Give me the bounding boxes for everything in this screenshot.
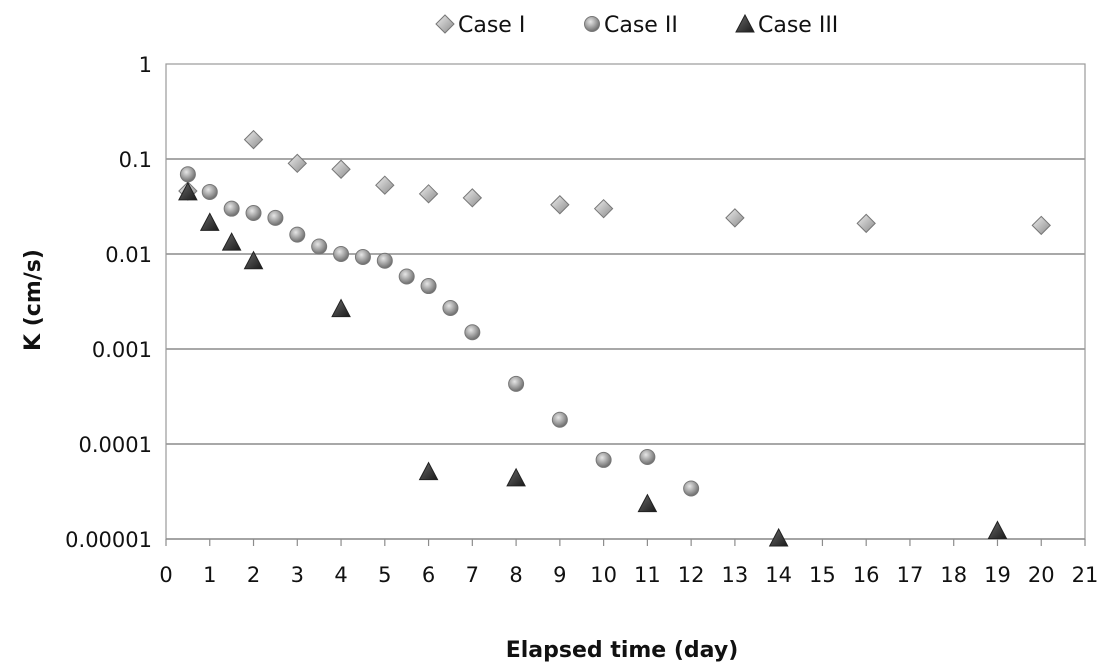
legend-item-case-i: Case I <box>435 13 525 38</box>
x-tick-label: 9 <box>553 563 566 587</box>
legend-item-case-ii: Case II <box>584 13 678 38</box>
legend-marker-case-ii <box>584 16 600 32</box>
point-case-i <box>331 159 351 179</box>
point-case-i <box>375 175 395 195</box>
x-tick-label: 13 <box>722 563 749 587</box>
point-case-ii <box>595 451 612 468</box>
x-tick-label: 19 <box>984 563 1011 587</box>
point-case-ii <box>245 205 262 222</box>
x-tick-label: 6 <box>422 563 435 587</box>
point-case-iii <box>637 493 658 513</box>
point-case-ii <box>551 411 568 428</box>
y-axis-title: K (cm/s) <box>21 249 46 351</box>
x-tick-label: 21 <box>1072 563 1099 587</box>
point-case-ii <box>508 375 525 392</box>
point-case-ii <box>267 209 284 226</box>
x-tick-label: 5 <box>378 563 391 587</box>
x-tick-label: 20 <box>1028 563 1055 587</box>
x-tick-label: 12 <box>678 563 705 587</box>
point-case-iii <box>178 181 198 201</box>
y-tick-label: 1 <box>139 53 152 77</box>
point-case-i <box>856 213 876 234</box>
legend-label-case-ii: Case II <box>604 13 678 38</box>
point-case-i <box>462 188 483 208</box>
x-tick-label: 3 <box>291 563 304 587</box>
point-case-i <box>550 195 570 215</box>
point-case-iii <box>418 461 439 481</box>
point-case-ii <box>464 324 481 341</box>
point-case-i <box>418 184 439 204</box>
x-tick-label: 0 <box>159 563 172 587</box>
series-case-iii <box>178 181 1008 547</box>
point-case-iii <box>243 250 264 270</box>
legend-item-case-iii: Case III <box>735 13 838 38</box>
x-tick-label: 2 <box>247 563 260 587</box>
point-case-i <box>1031 215 1051 236</box>
x-tick-label: 7 <box>466 563 479 587</box>
x-tick-labels: 0 1 2 3 4 5 6 7 8 9 10 11 12 13 14 15 16 17 18 19 20 21 <box>159 563 1098 587</box>
legend: Case I Case II Case III <box>435 13 838 38</box>
x-tick-label: 10 <box>590 563 617 587</box>
point-case-ii <box>333 246 350 262</box>
legend-label-case-i: Case I <box>458 13 525 38</box>
point-case-ii <box>311 238 328 255</box>
y-tick-labels: 1 0.1 0.01 0.001 0.0001 0.00001 <box>65 53 152 552</box>
point-case-ii <box>398 268 415 285</box>
x-tick-label: 11 <box>634 563 661 587</box>
point-case-ii <box>289 226 306 243</box>
legend-marker-case-iii <box>735 13 755 33</box>
y-tick-label: 0.00001 <box>65 528 152 552</box>
point-case-ii <box>201 183 218 200</box>
plot-area <box>165 63 1086 540</box>
y-tick-label: 0.001 <box>92 338 152 362</box>
x-tick-label: 16 <box>853 563 880 587</box>
point-case-iii <box>987 520 1008 539</box>
point-case-i <box>593 198 614 219</box>
x-axis-title: Elapsed time (day) <box>506 638 739 663</box>
point-case-iii <box>768 527 789 547</box>
point-case-iii <box>506 467 526 487</box>
point-case-iii <box>331 298 351 318</box>
data-points <box>178 129 1051 547</box>
point-case-ii <box>683 480 700 497</box>
x-tick-label: 8 <box>509 563 522 587</box>
point-case-ii <box>376 252 393 269</box>
series-case-i <box>178 129 1051 236</box>
point-case-ii <box>354 248 371 265</box>
point-case-i <box>725 208 745 228</box>
gridlines <box>166 158 1085 445</box>
y-tick-label: 0.01 <box>105 243 152 267</box>
point-case-ii <box>442 300 459 317</box>
x-tick-label: 14 <box>765 563 792 587</box>
axes <box>165 63 1086 546</box>
point-case-ii <box>223 200 240 217</box>
point-case-i <box>287 153 307 174</box>
point-case-ii <box>639 448 656 465</box>
point-case-ii <box>179 166 196 183</box>
point-case-iii <box>199 212 220 231</box>
legend-marker-case-i <box>435 14 455 34</box>
point-case-ii <box>420 278 437 295</box>
x-tick-label: 17 <box>897 563 924 587</box>
y-tick-label: 0.0001 <box>79 433 152 457</box>
point-case-iii <box>221 232 242 251</box>
y-tick-label: 0.1 <box>119 148 152 172</box>
x-tick-label: 15 <box>809 563 836 587</box>
x-tick-label: 1 <box>203 563 216 587</box>
series-case-ii <box>179 166 700 497</box>
point-case-i <box>243 129 264 150</box>
x-tick-label: 18 <box>940 563 967 587</box>
legend-label-case-iii: Case III <box>758 13 838 38</box>
x-tick-label: 4 <box>334 563 347 587</box>
